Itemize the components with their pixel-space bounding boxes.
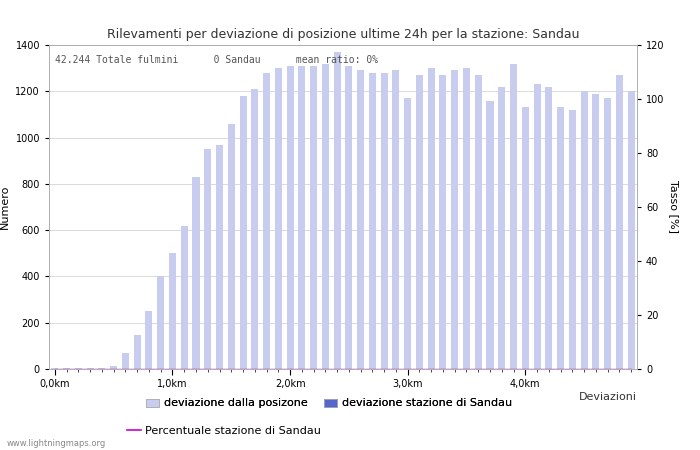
Bar [122, 353, 129, 369]
Bar [134, 335, 141, 369]
Bar [51, 368, 58, 369]
Bar [310, 66, 317, 369]
Legend: deviazione dalla posizone, deviazione stazione di Sandau: deviazione dalla posizone, deviazione st… [141, 394, 517, 413]
Bar [510, 63, 517, 369]
Bar [263, 73, 270, 369]
Bar [463, 68, 470, 369]
Legend: Percentuale stazione di Sandau: Percentuale stazione di Sandau [122, 421, 326, 440]
Bar [393, 71, 400, 369]
Bar [580, 91, 587, 369]
Bar [475, 75, 482, 369]
Bar [169, 253, 176, 369]
Bar [298, 66, 305, 369]
Bar [557, 108, 564, 369]
Bar [239, 96, 246, 369]
Bar [416, 75, 423, 369]
Bar [110, 365, 117, 369]
Y-axis label: Tasso [%]: Tasso [%] [668, 180, 678, 234]
Bar [286, 66, 293, 369]
Bar [322, 63, 329, 369]
Bar [63, 368, 70, 369]
Bar [275, 68, 282, 369]
Bar [381, 73, 388, 369]
Bar [228, 124, 234, 369]
Title: Rilevamenti per deviazione di posizione ultime 24h per la stazione: Sandau: Rilevamenti per deviazione di posizione … [106, 28, 580, 41]
Bar [181, 225, 188, 369]
Bar [216, 144, 223, 369]
Bar [428, 68, 435, 369]
Bar [404, 98, 411, 369]
Bar [616, 75, 623, 369]
Bar [569, 110, 576, 369]
Bar [357, 71, 364, 369]
Text: www.lightningmaps.org: www.lightningmaps.org [7, 439, 106, 448]
Bar [533, 84, 540, 369]
Bar [334, 52, 341, 369]
Bar [440, 75, 447, 369]
Bar [604, 98, 611, 369]
Bar [75, 368, 82, 369]
Bar [592, 94, 599, 369]
Bar [99, 368, 106, 369]
Bar [87, 368, 94, 369]
Bar [345, 66, 352, 369]
Bar [498, 87, 505, 369]
Bar [251, 89, 258, 369]
Text: 42.244 Totale fulmini      0 Sandau      mean ratio: 0%: 42.244 Totale fulmini 0 Sandau mean rati… [55, 55, 378, 65]
Bar [158, 276, 164, 369]
Bar [204, 149, 211, 369]
Y-axis label: Numero: Numero [0, 185, 10, 229]
Bar [486, 100, 493, 369]
Bar [628, 91, 635, 369]
Bar [522, 108, 528, 369]
Bar [369, 73, 376, 369]
Text: Deviazioni: Deviazioni [579, 392, 637, 401]
Bar [146, 311, 153, 369]
Bar [545, 87, 552, 369]
Bar [452, 71, 458, 369]
Bar [193, 177, 200, 369]
